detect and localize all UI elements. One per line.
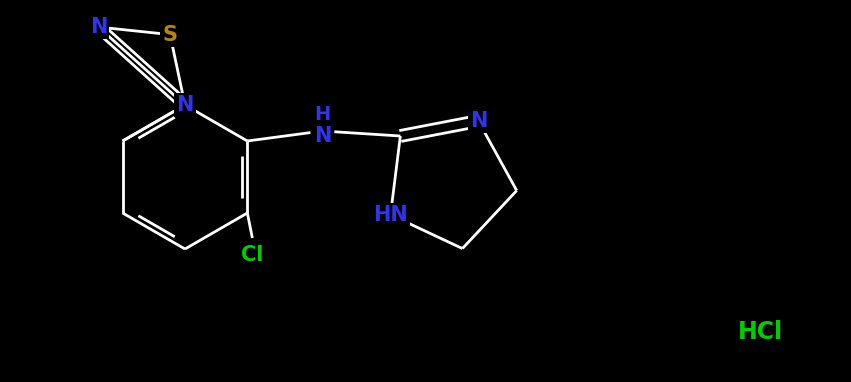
- Text: N: N: [176, 95, 194, 115]
- Text: Cl: Cl: [241, 245, 264, 265]
- Text: N: N: [470, 111, 487, 131]
- Text: H: H: [314, 105, 330, 123]
- Text: S: S: [163, 24, 178, 45]
- Text: HN: HN: [373, 205, 408, 225]
- Text: N: N: [89, 17, 107, 37]
- Text: HCl: HCl: [738, 320, 783, 344]
- Text: N: N: [314, 126, 331, 146]
